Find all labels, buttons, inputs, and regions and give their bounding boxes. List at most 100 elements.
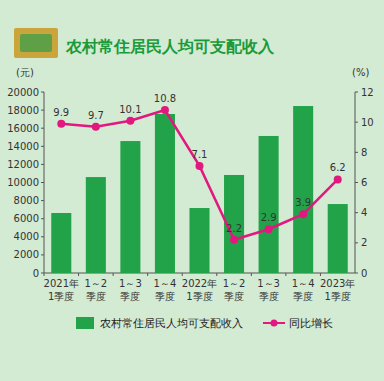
y2-tick-label: 0 <box>361 268 367 279</box>
x-tick-label-line: 1～4 <box>154 278 177 289</box>
x-tick-label: 1～3季度 <box>119 278 142 302</box>
y2-axis-label: (%) <box>352 67 369 78</box>
x-tick <box>251 273 252 276</box>
x-tick <box>216 273 217 276</box>
x-tick-label: 1～4季度 <box>292 278 315 302</box>
legend-swatch <box>76 317 94 329</box>
y-tick-label: 12000 <box>7 159 39 170</box>
line-marker <box>299 210 307 218</box>
y-tick-label: 6000 <box>14 213 39 224</box>
line-marker <box>334 175 342 183</box>
legend-label: 农村常住居民人均可支配收入 <box>100 317 243 330</box>
x-tick-label: 2023年 1季度 <box>320 278 355 302</box>
x-tick-label-line: 1季度 <box>48 291 74 302</box>
line-marker <box>161 106 169 114</box>
title-icon <box>14 28 58 58</box>
y-tick <box>41 218 44 219</box>
data-label: 9.7 <box>88 110 104 121</box>
x-tick-label-line: 2021年 <box>44 278 79 289</box>
y-tick-label: 10000 <box>7 177 39 188</box>
x-tick-label: 1～2 季度 <box>223 278 246 302</box>
y2-tick <box>355 122 358 123</box>
y2-tick <box>355 182 358 183</box>
line-marker <box>265 225 273 233</box>
x-tick-label: 1～4 季度 <box>154 278 177 302</box>
data-labels: 9.9 9.7 10.1 10.8 7.1 2.2 2.9 3.9 6.2 <box>53 93 345 234</box>
legend-label: 同比增长 <box>289 317 333 330</box>
line-marker <box>92 123 100 131</box>
y-tick <box>41 254 44 255</box>
background <box>0 0 384 381</box>
bar <box>328 204 348 273</box>
y2-tick <box>355 273 358 274</box>
title-icon-inner <box>20 34 52 52</box>
x-tick-label: 2022年 1季度 <box>182 278 217 302</box>
y-tick <box>41 146 44 147</box>
data-label: 10.8 <box>154 93 176 104</box>
y2-tick <box>355 152 358 153</box>
legend: 农村常住居民人均可支配收入 同比增长 <box>76 317 333 330</box>
x-tick-label-line: 季度 <box>155 291 175 302</box>
y-axis-label: (元) <box>16 67 34 78</box>
y2-tick-label: 10 <box>361 117 374 128</box>
x-tick-label-line: 1季度 <box>325 291 351 302</box>
x-tick <box>113 273 114 276</box>
chart: 农村常住居民人均可支配收入 (元) (%) 0 2000 4000 6000 8000 1000… <box>0 0 384 381</box>
data-label: 2.9 <box>261 212 277 223</box>
y2-tick-label: 2 <box>361 237 367 248</box>
data-label: 6.2 <box>330 162 346 173</box>
line-marker <box>126 117 134 125</box>
y-tick-label: 14000 <box>7 141 39 152</box>
data-label: 2.2 <box>226 223 242 234</box>
x-tick-label: 2021年 1季度 <box>44 278 79 302</box>
x-tick-label-line: 2022年 <box>182 278 217 289</box>
x-tick <box>78 273 79 276</box>
bar <box>259 136 279 273</box>
bar <box>51 213 71 273</box>
y-tick-label: 16000 <box>7 123 39 134</box>
legend-swatch-marker <box>271 320 278 327</box>
x-tick-label-line: 1～3 <box>257 278 280 289</box>
x-tick-label-line: 季度 <box>224 291 244 302</box>
x-tick-label-line: 1～2 <box>223 278 246 289</box>
y-tick-label: 4000 <box>14 231 39 242</box>
y-tick-label: 18000 <box>7 105 39 116</box>
bar <box>155 114 175 273</box>
y-tick <box>41 182 44 183</box>
data-label: 7.1 <box>192 149 208 160</box>
x-tick <box>182 273 183 276</box>
y2-tick-label: 12 <box>361 87 374 98</box>
x-tick-label: 1～2季度 <box>84 278 107 302</box>
x-tick-label-line: 1～3 <box>119 278 142 289</box>
y2-tick <box>355 242 358 243</box>
bar <box>120 141 140 273</box>
bar <box>86 177 106 273</box>
y2-tick-label: 6 <box>361 177 367 188</box>
x-tick <box>147 273 148 276</box>
x-tick <box>44 273 45 276</box>
x-tick-label-line: 季度 <box>86 291 106 302</box>
y-tick-label: 0 <box>33 268 39 279</box>
data-label: 3.9 <box>295 197 311 208</box>
y2-tick-label: 4 <box>361 207 367 218</box>
bar <box>293 106 313 273</box>
x-tick-label-line: 1季度 <box>186 291 212 302</box>
title: 农村常住居民人均可支配收入 <box>65 37 275 56</box>
x-tick <box>285 273 286 276</box>
y-tick-label: 20000 <box>7 87 39 98</box>
x-tick-label-line: 季度 <box>293 291 313 302</box>
bar <box>189 208 209 273</box>
x-tick-label-line: 季度 <box>259 291 279 302</box>
line <box>61 110 337 240</box>
y-tick-label: 8000 <box>14 195 39 206</box>
line-marker <box>57 120 65 128</box>
data-label: 10.1 <box>119 104 141 115</box>
x-tick-label-line: 2023年 <box>320 278 355 289</box>
line-marker <box>230 236 238 244</box>
y-tick-label: 2000 <box>14 249 39 260</box>
y2-tick-label: 8 <box>361 147 367 158</box>
y-tick <box>41 236 44 237</box>
x-tick <box>320 273 321 276</box>
y2-tick <box>355 212 358 213</box>
data-label: 9.9 <box>53 107 69 118</box>
